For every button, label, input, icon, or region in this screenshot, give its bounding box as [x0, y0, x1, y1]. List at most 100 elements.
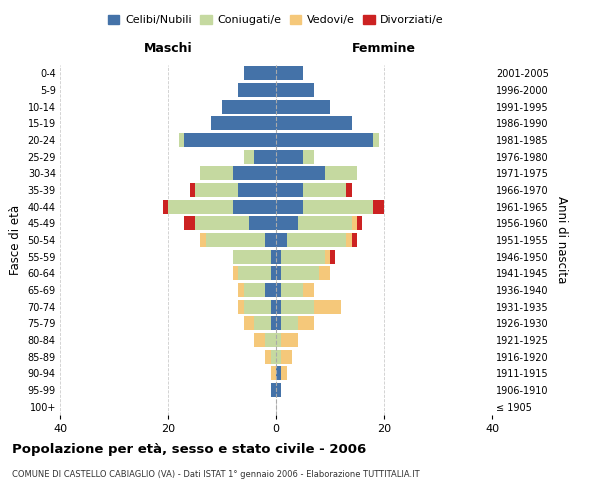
Bar [244, 150, 276, 164]
Bar [276, 100, 330, 114]
Bar [254, 333, 276, 347]
Bar [271, 366, 276, 380]
Bar [271, 316, 276, 330]
Bar [276, 366, 287, 380]
Bar [195, 183, 276, 197]
Bar [276, 66, 303, 80]
Bar [222, 100, 276, 114]
Bar [276, 383, 281, 397]
Bar [244, 300, 276, 314]
Bar [265, 233, 276, 247]
Bar [233, 250, 276, 264]
Bar [276, 316, 281, 330]
Bar [179, 133, 276, 147]
Bar [271, 300, 276, 314]
Bar [271, 383, 276, 397]
Bar [238, 300, 276, 314]
Bar [265, 350, 276, 364]
Bar [276, 216, 298, 230]
Bar [276, 266, 319, 280]
Bar [276, 166, 325, 180]
Bar [276, 216, 357, 230]
Bar [276, 233, 346, 247]
Bar [238, 83, 276, 97]
Bar [276, 133, 379, 147]
Bar [276, 133, 379, 147]
Bar [276, 166, 357, 180]
Bar [233, 200, 276, 214]
Bar [265, 333, 276, 347]
Bar [271, 266, 276, 280]
Bar [195, 183, 276, 197]
Y-axis label: Fasce di età: Fasce di età [9, 205, 22, 275]
Bar [233, 166, 276, 180]
Bar [276, 133, 373, 147]
Bar [276, 216, 362, 230]
Bar [276, 150, 314, 164]
Bar [271, 350, 276, 364]
Bar [276, 316, 314, 330]
Bar [276, 283, 281, 297]
Bar [276, 66, 303, 80]
Bar [238, 283, 276, 297]
Bar [200, 233, 276, 247]
Bar [271, 250, 276, 264]
Bar [276, 333, 298, 347]
Bar [276, 250, 325, 264]
Bar [276, 366, 281, 380]
Text: Maschi: Maschi [143, 42, 193, 54]
Bar [233, 250, 276, 264]
Bar [179, 133, 276, 147]
Bar [276, 233, 357, 247]
Bar [265, 350, 276, 364]
Bar [276, 100, 330, 114]
Legend: Celibi/Nubili, Coniugati/e, Vedovi/e, Divorziati/e: Celibi/Nubili, Coniugati/e, Vedovi/e, Di… [104, 10, 448, 30]
Bar [238, 83, 276, 97]
Bar [222, 100, 276, 114]
Bar [238, 183, 276, 197]
Bar [276, 116, 352, 130]
Bar [276, 200, 373, 214]
Bar [276, 316, 298, 330]
Bar [254, 333, 276, 347]
Bar [163, 200, 276, 214]
Bar [233, 250, 276, 264]
Bar [211, 116, 276, 130]
Bar [190, 183, 276, 197]
Bar [276, 150, 314, 164]
Bar [276, 166, 357, 180]
Bar [254, 150, 276, 164]
Bar [276, 250, 281, 264]
Bar [276, 150, 314, 164]
Bar [211, 116, 276, 130]
Bar [200, 233, 276, 247]
Bar [254, 316, 276, 330]
Bar [276, 183, 303, 197]
Bar [276, 200, 373, 214]
Bar [276, 333, 281, 347]
Bar [276, 283, 303, 297]
Bar [238, 83, 276, 97]
Bar [276, 366, 287, 380]
Bar [276, 83, 314, 97]
Bar [276, 266, 330, 280]
Text: COMUNE DI CASTELLO CABIAGLIO (VA) - Dati ISTAT 1° gennaio 2006 - Elaborazione TU: COMUNE DI CASTELLO CABIAGLIO (VA) - Dati… [12, 470, 419, 479]
Y-axis label: Anni di nascita: Anni di nascita [556, 196, 568, 284]
Bar [276, 183, 346, 197]
Bar [276, 66, 303, 80]
Bar [200, 166, 276, 180]
Bar [276, 83, 314, 97]
Bar [276, 266, 281, 280]
Bar [276, 383, 281, 397]
Bar [276, 350, 292, 364]
Bar [276, 283, 314, 297]
Bar [276, 83, 314, 97]
Bar [271, 383, 276, 397]
Bar [211, 116, 276, 130]
Bar [276, 100, 330, 114]
Bar [276, 116, 352, 130]
Bar [233, 266, 276, 280]
Text: Popolazione per età, sesso e stato civile - 2006: Popolazione per età, sesso e stato civil… [12, 442, 366, 456]
Bar [276, 250, 330, 264]
Bar [168, 200, 276, 214]
